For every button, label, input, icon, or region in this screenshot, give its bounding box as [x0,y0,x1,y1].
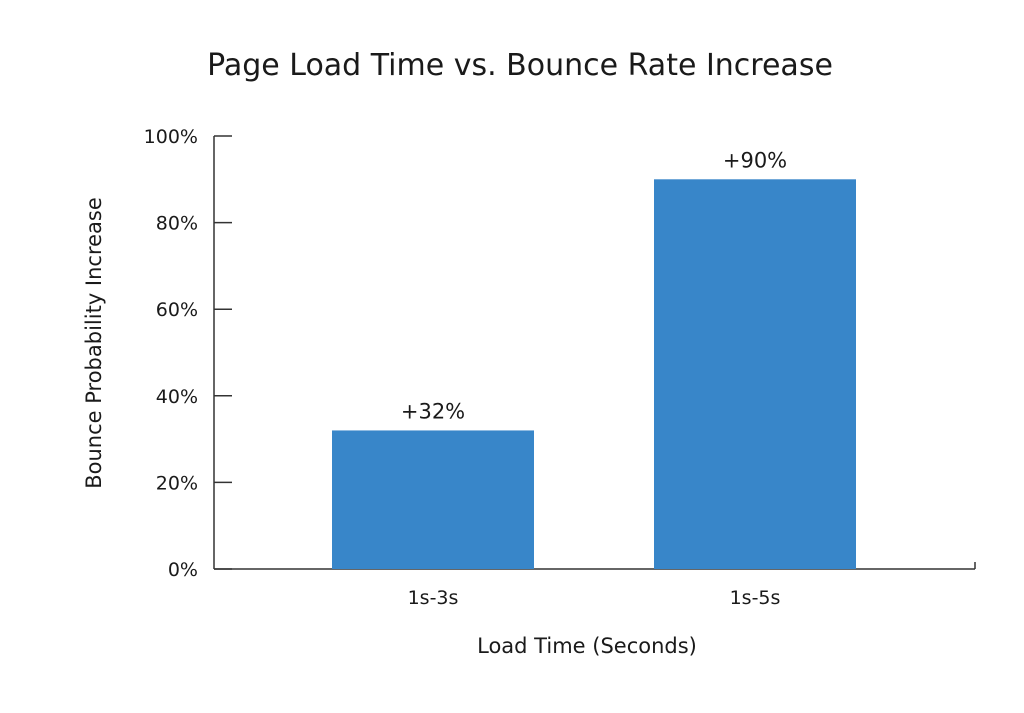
x-axis-title: Load Time (Seconds) [477,634,697,658]
data-label: +32% [401,399,465,423]
y-tick-label: 100% [144,126,198,148]
y-tick-label: 20% [156,472,198,494]
x-tick-label: 1s-5s [730,587,781,609]
bar [332,430,534,569]
plot-area: 0% 20% 40% 60% 80% 100% +32% 1s-3s +90% 1s-5s [144,126,976,609]
y-tick-label: 40% [156,386,198,408]
y-tick-label: 60% [156,299,198,321]
x-tick-label: 1s-3s [408,587,459,609]
chart-title: Page Load Time vs. Bounce Rate Increase [207,48,833,83]
bar [654,179,856,570]
y-tick-label: 80% [156,213,198,235]
y-tick-label: 0% [168,559,198,581]
data-label: +90% [723,148,787,172]
y-axis-title: Bounce Probability Increase [82,197,106,489]
